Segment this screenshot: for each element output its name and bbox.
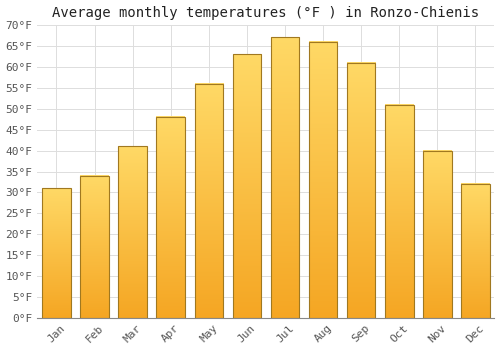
Title: Average monthly temperatures (°F ) in Ronzo-Chienis: Average monthly temperatures (°F ) in Ro… bbox=[52, 6, 480, 20]
Bar bbox=[232, 54, 261, 318]
Bar bbox=[309, 42, 338, 318]
Bar bbox=[385, 105, 414, 318]
Bar bbox=[194, 84, 223, 318]
Bar bbox=[80, 176, 109, 318]
Bar bbox=[156, 117, 185, 318]
Bar bbox=[423, 150, 452, 318]
Bar bbox=[118, 146, 147, 318]
Bar bbox=[347, 63, 376, 318]
Bar bbox=[42, 188, 70, 318]
Bar bbox=[461, 184, 490, 318]
Bar bbox=[270, 37, 300, 318]
